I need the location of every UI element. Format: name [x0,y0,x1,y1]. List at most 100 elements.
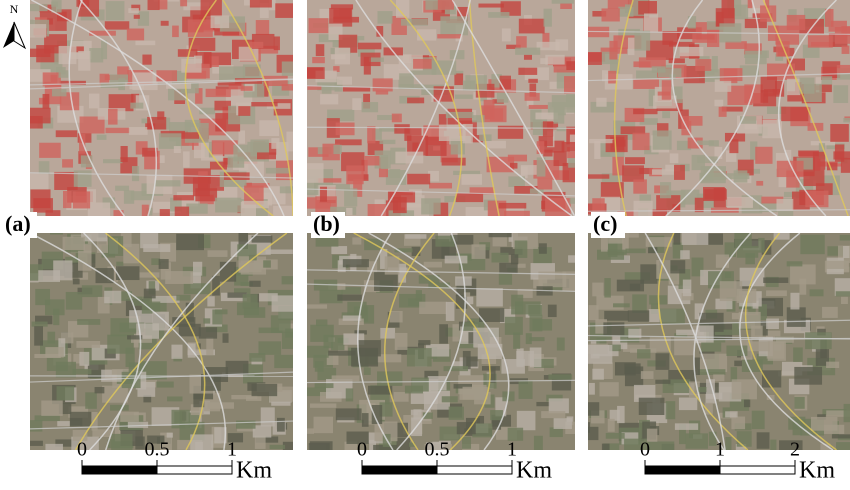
texture-block [361,413,369,427]
texture-block [244,183,270,188]
texture-block [374,272,398,291]
texture-block [600,182,624,198]
texture-block [701,342,722,352]
texture-block [171,344,183,359]
texture-block [319,289,343,304]
texture-block [423,261,442,268]
texture-block [395,0,410,18]
texture-block [553,151,567,167]
road [83,233,142,450]
texture-block [657,68,682,77]
texture-block [259,120,280,137]
texture-block [786,58,805,71]
texture-block [255,20,270,35]
texture-block [500,247,523,255]
texture-block [629,283,641,291]
texture-block [238,130,246,144]
texture-block [255,436,279,443]
texture-block [54,171,78,190]
texture-block [638,397,665,416]
road [451,0,575,216]
texture-block [102,385,128,403]
texture-block [437,34,462,39]
texture-block [444,255,468,264]
scale-tick-label: 1 [715,439,725,461]
texture-block [268,0,276,11]
road [307,379,575,384]
texture-block [672,242,683,259]
texture-block [835,291,850,297]
texture-block [462,350,471,370]
texture-block [190,272,201,289]
texture-block [601,8,620,22]
texture-block [674,423,699,430]
texture-block [227,433,244,443]
scale-unit: Km [799,458,835,484]
texture-block [132,296,143,306]
texture-block [143,244,171,252]
texture-block [668,270,680,285]
texture-block [678,269,691,290]
texture-block [836,442,850,450]
texture-block [165,271,194,284]
texture-block [238,233,249,250]
texture-block [244,185,264,205]
texture-block [408,442,415,447]
texture-block [840,157,850,173]
texture-block [402,54,412,63]
texture-block [553,65,575,73]
texture-block [115,266,140,281]
texture-block [752,0,766,11]
texture-block [379,402,393,417]
texture-block [127,335,143,340]
texture-block [478,308,505,322]
road [368,233,510,450]
texture-block [589,138,614,144]
texture-block [209,56,219,67]
texture-block [309,441,333,450]
texture-block [45,347,64,358]
texture-block [87,202,111,216]
texture-block [78,272,89,280]
texture-block [151,295,180,303]
texture-block [240,86,253,91]
texture-block [188,37,216,51]
texture-block [682,279,692,297]
texture-block [646,428,658,442]
texture-block [346,431,369,444]
texture-block [696,233,724,245]
overlay-image [30,0,293,216]
texture-block [745,6,772,18]
texture-block [775,80,785,97]
texture-block [363,367,371,375]
texture-block [553,418,572,429]
texture-block [454,94,473,99]
texture-block [30,107,51,124]
texture-block [195,88,203,104]
texture-block [679,46,704,57]
texture-block [517,288,533,298]
texture-block [57,421,81,427]
texture-block [588,52,602,65]
texture-block [568,255,575,263]
texture-block [133,14,140,19]
texture-block [536,141,545,154]
texture-block [111,433,133,450]
texture-block [333,144,342,155]
texture-block [91,411,98,431]
texture-block [766,394,775,400]
texture-block [72,191,91,209]
texture-block [545,54,565,65]
texture-block [89,30,116,36]
texture-block [85,392,97,409]
texture-block [453,383,472,389]
texture-block [100,82,124,88]
texture-block [307,163,324,183]
road [30,78,293,86]
texture-block [425,344,450,357]
texture-block [627,310,650,322]
scale-bar-white [436,465,513,475]
texture-block [496,92,509,103]
texture-block [775,336,794,343]
texture-block [528,104,548,109]
